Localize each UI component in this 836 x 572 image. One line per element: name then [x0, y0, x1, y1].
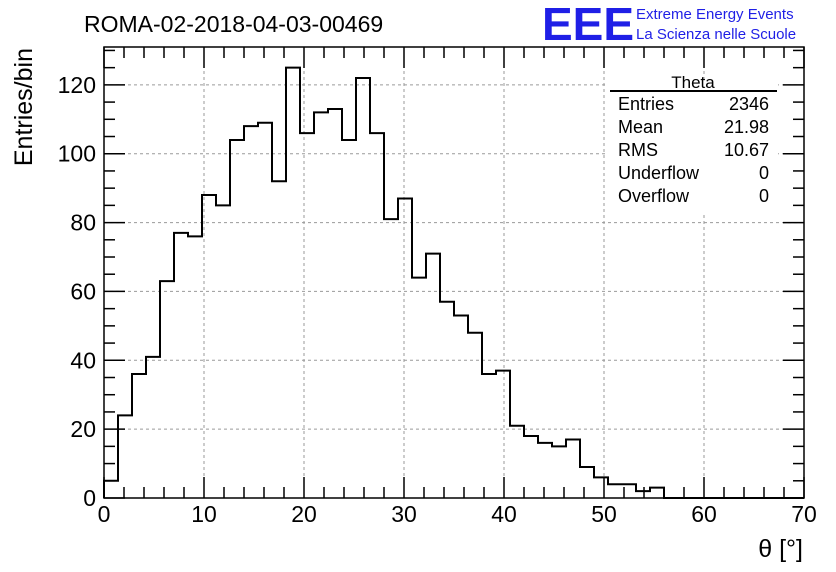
histogram-bin [580, 467, 594, 498]
histogram-bin [202, 195, 216, 498]
histogram-bin [272, 181, 286, 498]
histogram-bin [496, 371, 510, 498]
histogram-bin [342, 140, 356, 498]
stats-title: Theta [671, 73, 715, 92]
x-tick-label: 30 [391, 501, 417, 527]
x-tick-label: 20 [291, 501, 317, 527]
axis-ticks [103, 47, 805, 499]
y-tick-label: 100 [58, 141, 96, 167]
histogram-bin [216, 205, 230, 498]
y-tick-label: 60 [70, 278, 96, 304]
stats-label: Overflow [618, 186, 690, 206]
histogram-bin [650, 488, 664, 498]
stats-box: Theta Entries 2346 Mean 21.98 RMS 10.67 Underf… [608, 73, 778, 212]
x-axis-label: θ [°] [758, 535, 803, 563]
eee-logo: EEE Extreme Energy Events La Scienza nel… [542, 0, 796, 50]
x-tick-label: 50 [591, 501, 617, 527]
stats-value: 2346 [729, 94, 769, 114]
histogram-outline [103, 66, 804, 499]
histogram-bin [230, 140, 244, 498]
x-tick-labels: 0 10 20 30 40 50 60 70 [98, 501, 817, 527]
x-tick-label: 40 [491, 501, 517, 527]
logo-line-2: La Scienza nelle Scuole [636, 26, 796, 43]
y-tick-labels: 0 20 40 60 80 100 120 [58, 72, 96, 511]
histogram-bin [174, 233, 188, 498]
y-tick-label: 40 [70, 347, 96, 373]
histogram-bin [300, 133, 314, 498]
chart-title: ROMA-02-2018-04-03-00469 [84, 11, 383, 37]
histogram-bin [594, 477, 608, 498]
histogram-bin [370, 133, 384, 498]
histogram-bin [258, 123, 272, 498]
histogram-bin [146, 357, 160, 498]
histogram-bin [524, 436, 538, 498]
grid-lines [104, 47, 804, 498]
y-tick-label: 0 [83, 485, 96, 511]
histogram-bin [426, 254, 440, 498]
plot-frame [103, 46, 805, 499]
histogram-bin [608, 484, 622, 498]
x-tick-label: 60 [691, 501, 717, 527]
histogram-bin [328, 109, 342, 498]
histogram-bin [118, 415, 132, 498]
logo-line-1: Extreme Energy Events [636, 6, 794, 23]
y-tick-label: 120 [58, 72, 96, 98]
histogram-bin [538, 443, 552, 498]
stats-value: 10.67 [724, 140, 769, 160]
histogram-bin [482, 374, 496, 498]
y-tick-label: 80 [70, 210, 96, 236]
histogram-bin [398, 198, 412, 498]
histogram-bin [440, 302, 454, 498]
histogram-bin [356, 78, 370, 498]
histogram-bin [244, 126, 258, 498]
stats-value: 21.98 [724, 117, 769, 137]
eee-logo-mark: EEE [542, 0, 634, 50]
histogram-bin [104, 481, 118, 498]
histogram-bin [454, 316, 468, 498]
histogram-bin [566, 439, 580, 498]
stats-label: Mean [618, 117, 663, 137]
stats-value: 0 [759, 186, 769, 206]
histogram-bin [188, 236, 202, 498]
y-tick-label: 20 [70, 416, 96, 442]
x-tick-label: 70 [791, 501, 817, 527]
histogram-bin [314, 112, 328, 498]
histogram-bin [286, 68, 300, 498]
x-tick-label: 10 [191, 501, 217, 527]
stats-label: Underflow [618, 163, 700, 183]
stats-label: Entries [618, 94, 674, 114]
histogram-bin [160, 281, 174, 498]
histogram-bin [132, 374, 146, 498]
y-axis-label: Entries/bin [10, 48, 38, 166]
x-tick-label: 0 [98, 501, 111, 527]
histogram-bin [510, 426, 524, 498]
histogram-bin [636, 491, 650, 498]
histogram-bin [412, 278, 426, 498]
stats-label: RMS [618, 140, 658, 160]
histogram-bin [468, 333, 482, 498]
histogram-bin [384, 219, 398, 498]
stats-value: 0 [759, 163, 769, 183]
